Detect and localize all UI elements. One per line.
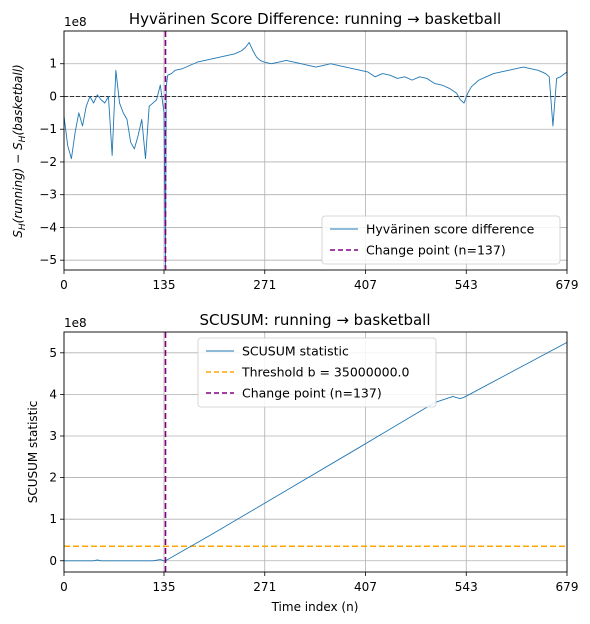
hyvarinen-y-tick-label: −2 — [39, 155, 57, 169]
hyvarinen-legend-label: Hyvärinen score difference — [366, 222, 535, 237]
hyvarinen-y-tick-label: −1 — [39, 122, 57, 136]
scusum-y-axis-label: SCUSUM statistic — [26, 401, 40, 504]
scusum-legend-label: SCUSUM statistic — [242, 344, 349, 359]
scusum-y-tick-label: 4 — [49, 387, 57, 401]
hyvarinen-legend-label: Change point (n=137) — [366, 243, 506, 258]
hyvarinen-x-tick-label: 271 — [253, 278, 276, 292]
hyvarinen-x-tick-label: 0 — [60, 278, 68, 292]
hyvarinen-panel: Hyvärinen Score Difference: running → ba… — [11, 10, 578, 292]
scusum-y-multiplier: 1e8 — [64, 316, 87, 330]
hyvarinen-y-tick-label: 0 — [49, 89, 57, 103]
scusum-panel: SCUSUM: running → basketball 0 135 271 407 5… — [26, 311, 578, 614]
hyvarinen-x-tick-label: 543 — [455, 278, 478, 292]
scusum-x-tick-label: 679 — [556, 580, 579, 594]
hyvarinen-x-tick-label: 679 — [556, 278, 579, 292]
scusum-x-tick-label: 0 — [60, 580, 68, 594]
scusum-y-tick-label: 1 — [49, 512, 57, 526]
hyvarinen-y-axis-label: SH(running) − SH(basketball) — [11, 64, 28, 237]
hyvarinen-series-line — [64, 42, 567, 268]
scusum-y-tick-label: 0 — [49, 554, 57, 568]
hyvarinen-y-tick-label: −3 — [39, 188, 57, 202]
hyvarinen-ticks: 0 135 271 407 543 679 −5 −4 −3 −2 −1 0 1 — [39, 57, 578, 292]
scusum-y-tick-label: 2 — [49, 471, 57, 485]
scusum-x-axis-label: Time index (n) — [271, 600, 359, 614]
hyvarinen-title: Hyvärinen Score Difference: running → ba… — [129, 10, 501, 28]
scusum-plot-area — [64, 332, 567, 572]
hyvarinen-y-tick-label: 1 — [49, 57, 57, 71]
scusum-y-tick-label: 3 — [49, 429, 57, 443]
scusum-legend-box — [197, 337, 437, 408]
scusum-series-line — [64, 342, 567, 562]
hyvarinen-x-tick-label: 407 — [354, 278, 377, 292]
scusum-ticks: 0 135 271 407 543 679 0 1 2 3 4 5 — [49, 346, 578, 594]
hyvarinen-y-multiplier: 1e8 — [64, 15, 87, 29]
scusum-x-tick-label: 407 — [354, 580, 377, 594]
hyvarinen-legend: Hyvärinen score difference Change point (… — [321, 215, 561, 265]
scusum-x-tick-label: 135 — [153, 580, 176, 594]
scusum-y-tick-label: 5 — [49, 346, 57, 360]
hyvarinen-y-tick-label: −5 — [39, 253, 57, 267]
scusum-legend-label: Change point (n=137) — [242, 386, 382, 401]
hyvarinen-x-tick-label: 135 — [153, 278, 176, 292]
hyvarinen-legend-box — [321, 215, 561, 265]
scusum-x-tick-label: 271 — [253, 580, 276, 594]
hyvarinen-plot-area — [64, 31, 567, 270]
scusum-x-tick-label: 543 — [455, 580, 478, 594]
hyvarinen-axes-frame — [63, 30, 568, 271]
scusum-legend-label: Threshold b = 35000000.0 — [241, 365, 410, 380]
scusum-title: SCUSUM: running → basketball — [199, 311, 430, 329]
hyvarinen-y-tick-label: −4 — [39, 220, 57, 234]
scusum-axes-frame — [63, 331, 568, 573]
scusum-legend: SCUSUM statistic Threshold b = 35000000.0… — [197, 337, 437, 408]
